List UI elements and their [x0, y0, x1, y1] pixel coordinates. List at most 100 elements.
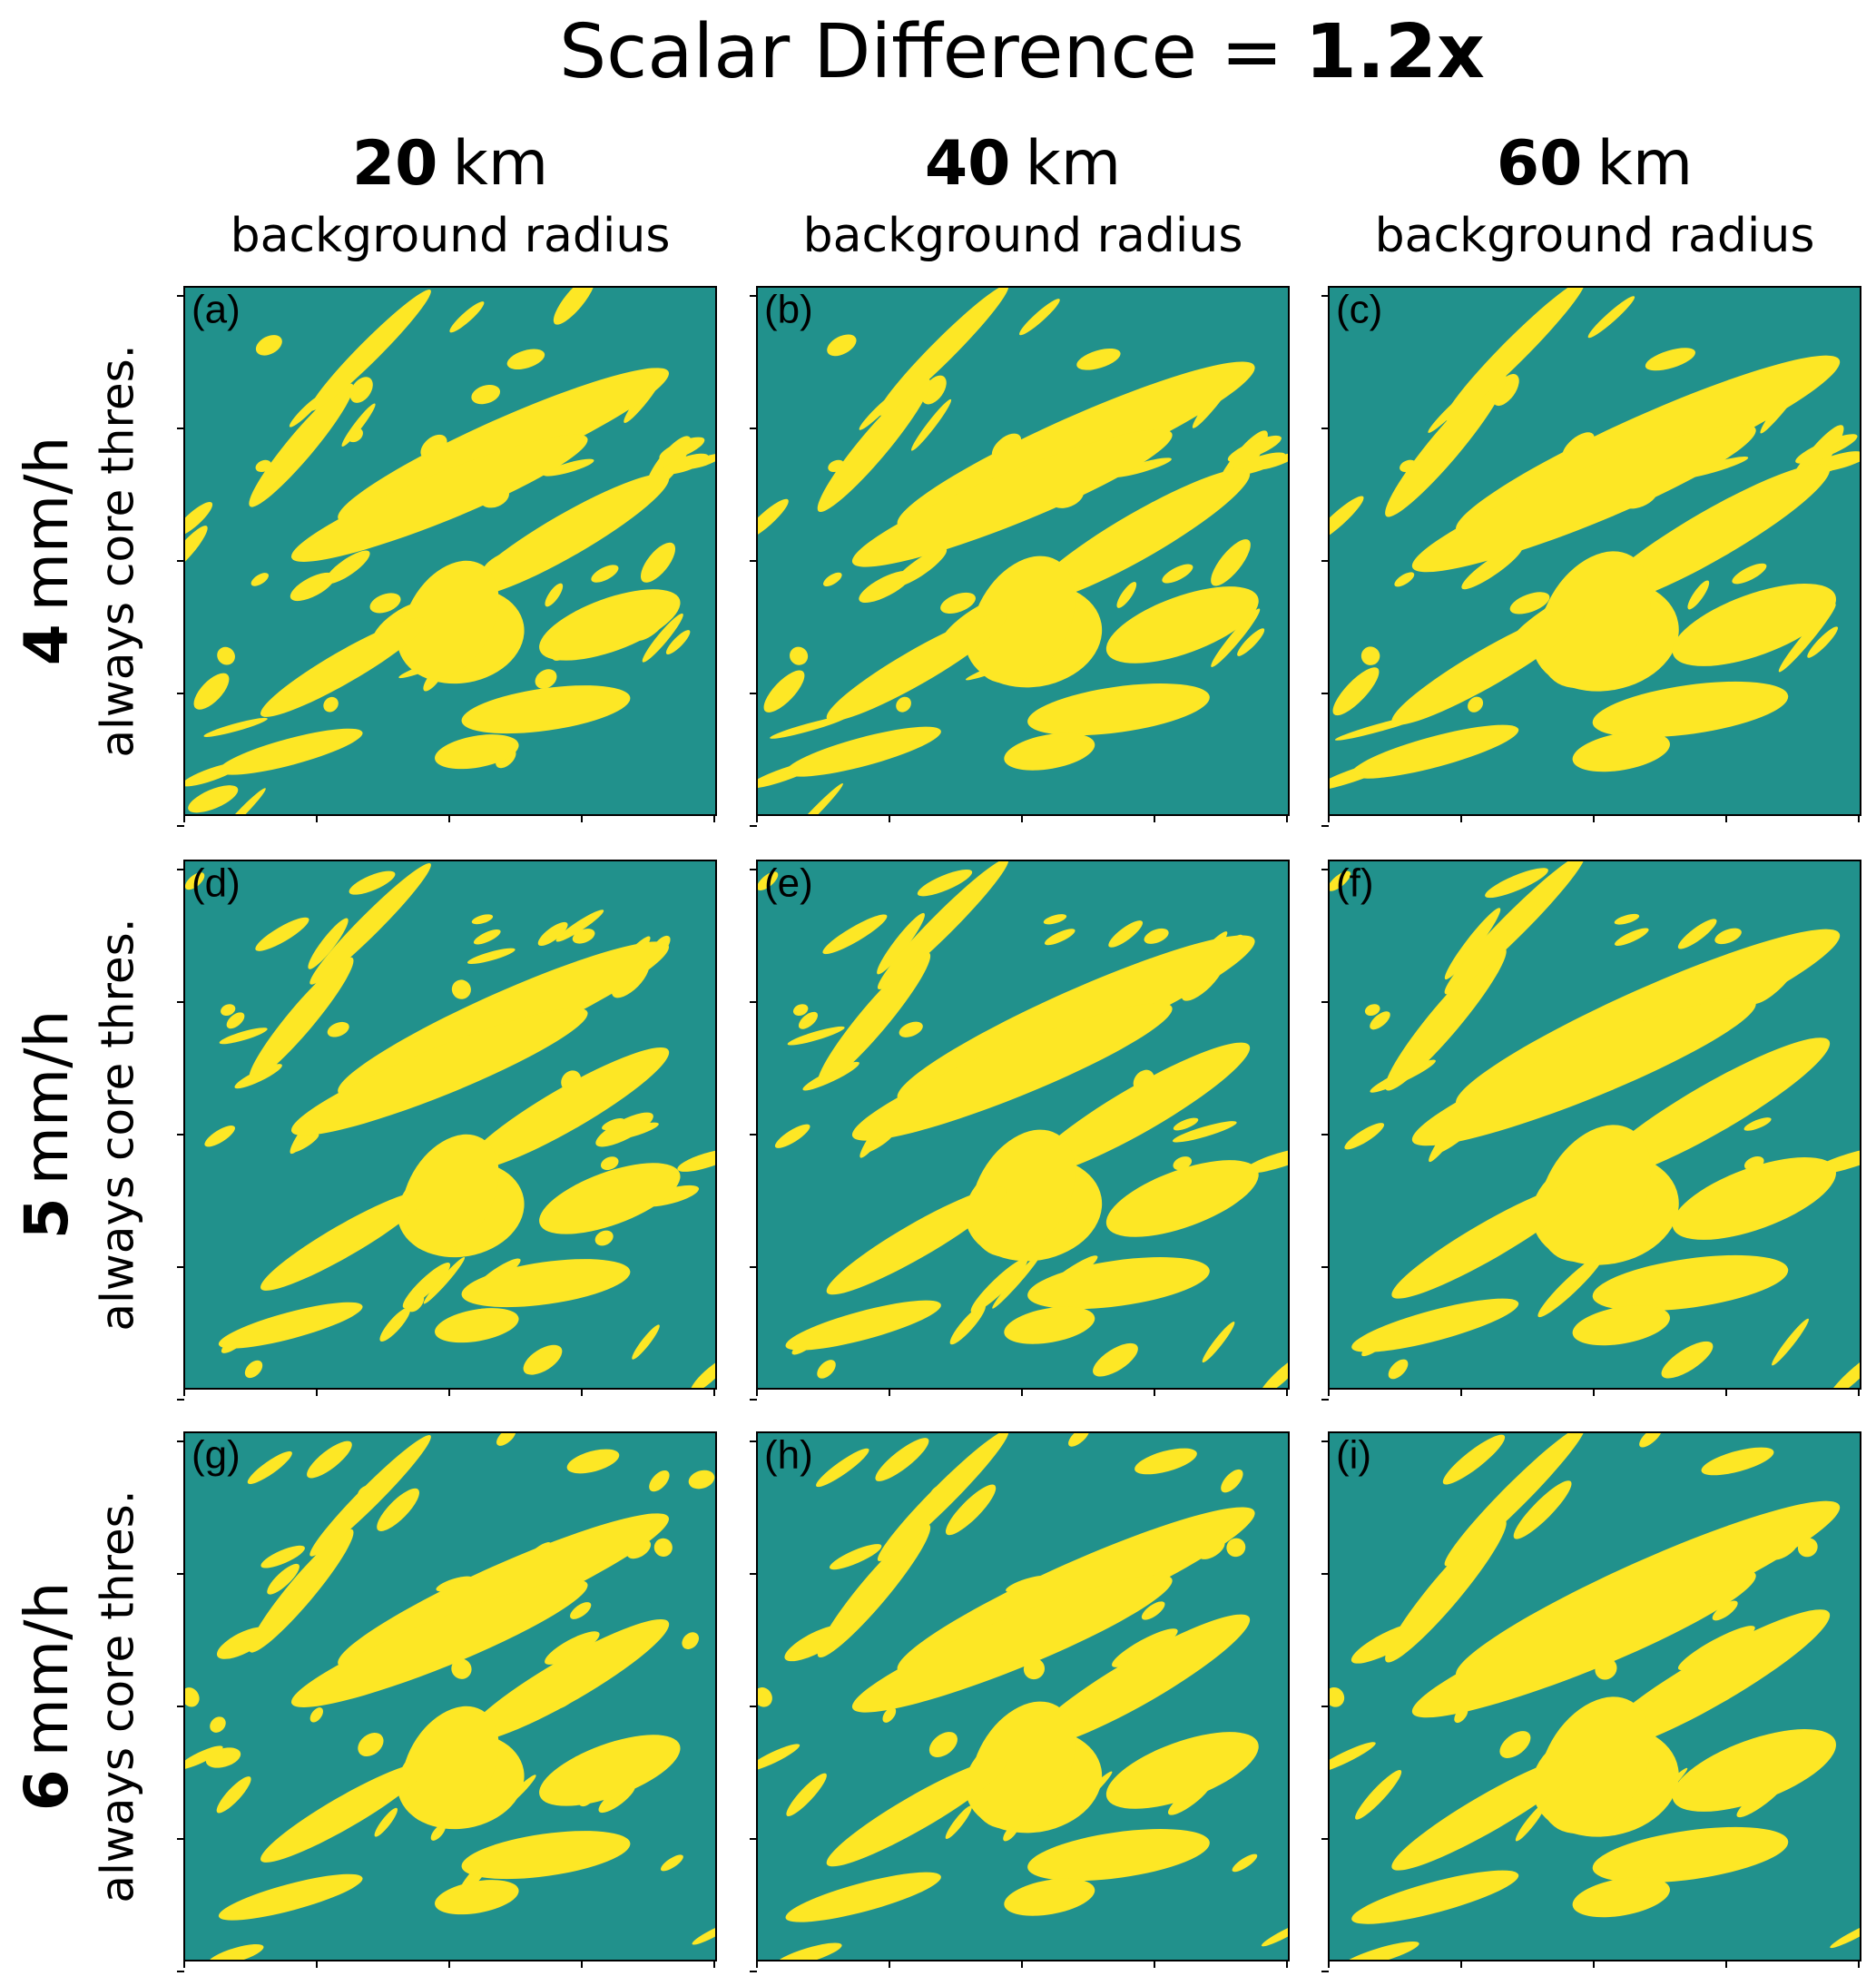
rain-core: [785, 726, 941, 777]
rain-core: [539, 1163, 681, 1234]
rain-core: [401, 560, 499, 679]
rain-core: [1004, 732, 1095, 771]
rain-cell: [496, 1432, 516, 1446]
row-subtitle: always core thres.: [92, 344, 144, 757]
rain-core: [218, 1302, 363, 1349]
rain-cell: [553, 287, 595, 325]
rain-cell: [786, 1773, 827, 1817]
rain-cell: [770, 715, 848, 739]
rain-cell: [203, 717, 268, 737]
rain-cell: [911, 398, 952, 451]
rain-cell: [1645, 348, 1695, 371]
rain-cell: [184, 502, 213, 537]
rain-cell: [1614, 913, 1640, 925]
rain-cell: [349, 870, 396, 895]
rain-core: [1572, 1305, 1670, 1346]
rain-cell: [1112, 1628, 1178, 1667]
rain-cell: [523, 1344, 563, 1375]
rain-core: [1411, 1569, 1756, 1718]
rain-cell: [1243, 1147, 1289, 1174]
rain-core: [1105, 1732, 1259, 1809]
rain-cell: [1341, 1941, 1419, 1961]
rain-cell: [220, 788, 266, 815]
rain-cell: [1329, 870, 1351, 891]
rain-cell: [204, 1126, 235, 1147]
rain-cell: [1468, 696, 1484, 713]
rain-cell: [1232, 1853, 1258, 1873]
rain-cell: [226, 1012, 245, 1029]
rain-core: [1444, 860, 1586, 995]
rain-cell: [1076, 348, 1121, 370]
rain-core: [817, 952, 931, 1086]
rain-core: [1572, 732, 1670, 772]
rain-cell: [1394, 572, 1415, 587]
title-text: Scalar Difference =: [559, 9, 1283, 95]
rain-cell: [555, 909, 604, 942]
rain-cell: [830, 1544, 882, 1570]
panel: [757, 287, 1289, 815]
rain-core: [309, 863, 431, 985]
rain-cell: [945, 1805, 972, 1839]
rain-cell: [451, 979, 471, 999]
panel-label: (f): [1336, 861, 1374, 906]
rain-core: [1592, 1254, 1789, 1312]
rain-cell: [219, 1027, 268, 1045]
rain-cell: [1144, 928, 1169, 944]
rain-core: [1593, 464, 1831, 606]
rain-core: [826, 613, 1007, 722]
rain-core: [249, 1529, 354, 1653]
rain-cell: [471, 384, 501, 405]
rain-cell: [602, 1117, 625, 1130]
column-subtitle: background radius: [1375, 209, 1815, 263]
rain-cell: [1162, 564, 1193, 584]
rain-cell: [653, 1538, 673, 1557]
rain-core: [260, 617, 427, 717]
rain-core: [817, 379, 931, 513]
rain-cell: [692, 1923, 716, 1945]
rain-core: [539, 1735, 681, 1806]
rain-core: [1351, 1870, 1519, 1924]
rain-cell: [827, 334, 857, 357]
rain-core: [249, 957, 354, 1081]
rain-cell: [1639, 1432, 1663, 1448]
title-bold: 1.2x: [1305, 9, 1485, 95]
rain-cell: [882, 1706, 897, 1723]
rain-cell: [928, 1732, 958, 1757]
panel-background: [184, 1432, 716, 1961]
rain-cell: [690, 1358, 716, 1389]
rain-cell: [1537, 1254, 1605, 1318]
rain-cell: [1360, 646, 1380, 665]
rain-cell: [205, 1747, 241, 1768]
rain-cell: [1687, 580, 1710, 610]
rain-cell: [662, 453, 709, 475]
rain-cell: [369, 593, 401, 614]
rain-core: [435, 1308, 519, 1343]
rain-cell: [467, 948, 516, 965]
rain-cell: [1444, 908, 1501, 980]
rain-core: [290, 1008, 588, 1136]
rain-cell: [790, 646, 809, 665]
rain-cell: [1661, 1341, 1714, 1379]
rain-cell: [1807, 626, 1839, 658]
rain-core: [1385, 947, 1507, 1091]
rain-core: [1593, 1037, 1831, 1180]
rain-cell: [688, 1470, 715, 1490]
rain-cell: [642, 613, 683, 663]
rain-cell: [774, 1124, 810, 1148]
rain-cell: [859, 570, 912, 604]
panel-label: (h): [764, 1433, 813, 1478]
rain-cell: [949, 1304, 986, 1345]
rain-cell: [1141, 1601, 1165, 1620]
rain-core: [1027, 1256, 1210, 1310]
rain-cell: [377, 1488, 419, 1531]
rain-core: [1537, 551, 1652, 688]
rain-cell: [566, 1449, 620, 1474]
rain-cell: [545, 1631, 600, 1665]
rain-cell: [1485, 868, 1548, 899]
rain-core: [1391, 609, 1586, 725]
panel-background: [757, 287, 1289, 815]
rain-cell: [649, 1470, 670, 1492]
rain-core: [877, 1432, 1009, 1561]
rain-cell: [1260, 1355, 1289, 1389]
